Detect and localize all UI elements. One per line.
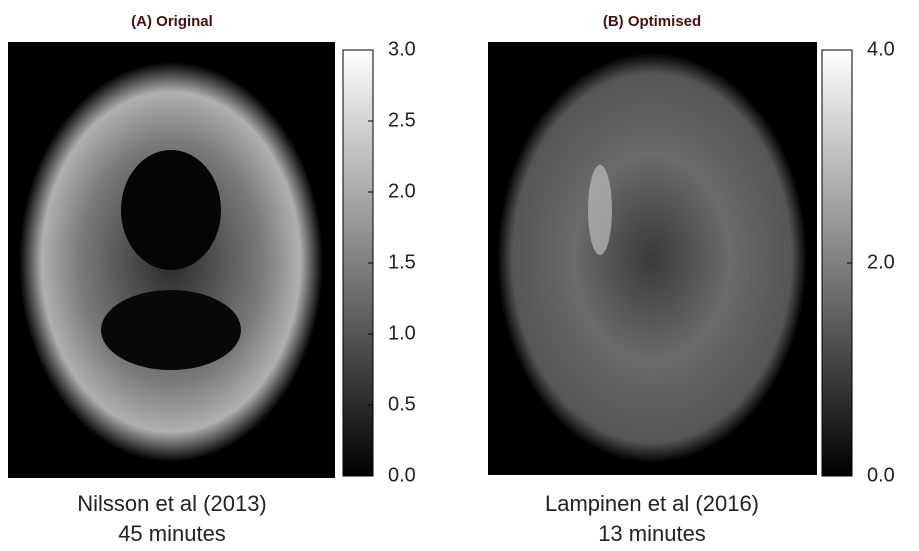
caption: Lampinen et al (2016) <box>545 491 759 516</box>
ventricle <box>121 150 221 270</box>
tick-label: 4.0 <box>867 38 895 60</box>
brain-slice <box>497 53 807 463</box>
tick-label: 0.0 <box>867 464 895 486</box>
highlight <box>588 165 612 255</box>
tick-label: 2.5 <box>388 109 416 131</box>
tick-label: 0.0 <box>388 464 416 486</box>
tick-label: 1.5 <box>388 251 416 273</box>
caption: Nilsson et al (2013) <box>77 491 267 516</box>
tick-label: 1.0 <box>388 322 416 344</box>
ventricle <box>101 290 241 370</box>
panel-title: (A) Original <box>131 13 213 30</box>
tick-label: 0.5 <box>388 393 416 415</box>
figure: (A) Original 0.0 0.5 1.0 1.5 2.0 2.5 3.0 Nilsson… <box>0 0 919 551</box>
tick-label: 3.0 <box>388 38 416 60</box>
panel-title: (B) Optimised <box>603 13 701 30</box>
tick-label: 2.0 <box>867 251 895 273</box>
caption: 13 minutes <box>598 521 706 546</box>
tick-label: 2.0 <box>388 180 416 202</box>
caption: 45 minutes <box>118 521 226 546</box>
